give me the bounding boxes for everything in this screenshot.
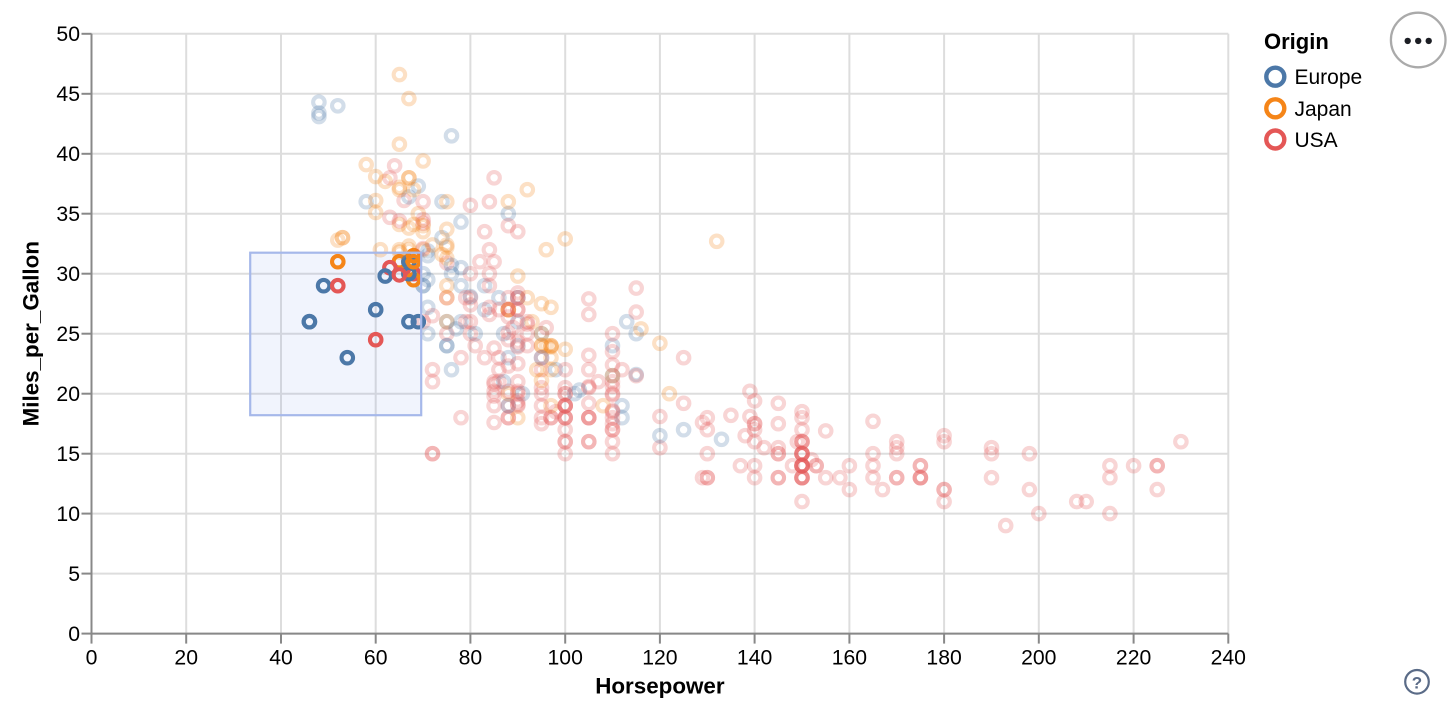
svg-text:45: 45 xyxy=(56,83,80,106)
svg-text:20: 20 xyxy=(56,383,80,406)
svg-text:180: 180 xyxy=(926,647,961,670)
svg-text:Horsepower: Horsepower xyxy=(595,673,725,698)
svg-text:120: 120 xyxy=(642,647,677,670)
svg-text:50: 50 xyxy=(56,23,80,46)
svg-text:100: 100 xyxy=(548,647,583,670)
svg-text:140: 140 xyxy=(737,647,772,670)
svg-text:Japan: Japan xyxy=(1295,98,1352,121)
svg-text:30: 30 xyxy=(56,263,80,286)
svg-text:160: 160 xyxy=(832,647,867,670)
svg-text:15: 15 xyxy=(56,443,80,466)
svg-text:25: 25 xyxy=(56,323,80,346)
svg-text:220: 220 xyxy=(1116,647,1151,670)
svg-text:40: 40 xyxy=(56,143,80,166)
svg-text:20: 20 xyxy=(174,647,198,670)
svg-text:Europe: Europe xyxy=(1295,66,1363,89)
svg-text:240: 240 xyxy=(1211,647,1246,670)
svg-text:5: 5 xyxy=(68,563,80,586)
svg-text:USA: USA xyxy=(1295,129,1338,152)
svg-text:Origin: Origin xyxy=(1264,29,1329,54)
svg-text:35: 35 xyxy=(56,203,80,226)
svg-text:200: 200 xyxy=(1021,647,1056,670)
svg-text:0: 0 xyxy=(86,647,98,670)
svg-text:40: 40 xyxy=(269,647,293,670)
svg-text:?: ? xyxy=(1412,674,1422,693)
svg-text:0: 0 xyxy=(68,623,80,646)
svg-text:80: 80 xyxy=(459,647,483,670)
svg-text:Miles_per_Gallon: Miles_per_Gallon xyxy=(19,241,44,426)
svg-text:60: 60 xyxy=(364,647,388,670)
svg-text:10: 10 xyxy=(56,503,80,526)
